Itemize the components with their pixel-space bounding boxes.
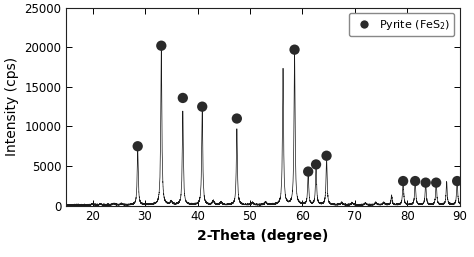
X-axis label: 2-Theta (degree): 2-Theta (degree) [197,229,329,243]
Point [304,170,312,174]
Point [233,116,241,121]
Point [453,179,461,183]
Y-axis label: Intensity (cps): Intensity (cps) [5,57,19,156]
Point [432,181,440,185]
Point [134,144,142,148]
Point [291,48,298,52]
Point [157,44,165,48]
Point [199,105,206,109]
Point [422,181,429,185]
Point [411,179,419,183]
Point [399,179,407,183]
Point [323,154,330,158]
Legend: Pyrite (FeS$_2$): Pyrite (FeS$_2$) [349,13,454,36]
Point [312,162,320,167]
Point [179,96,187,100]
